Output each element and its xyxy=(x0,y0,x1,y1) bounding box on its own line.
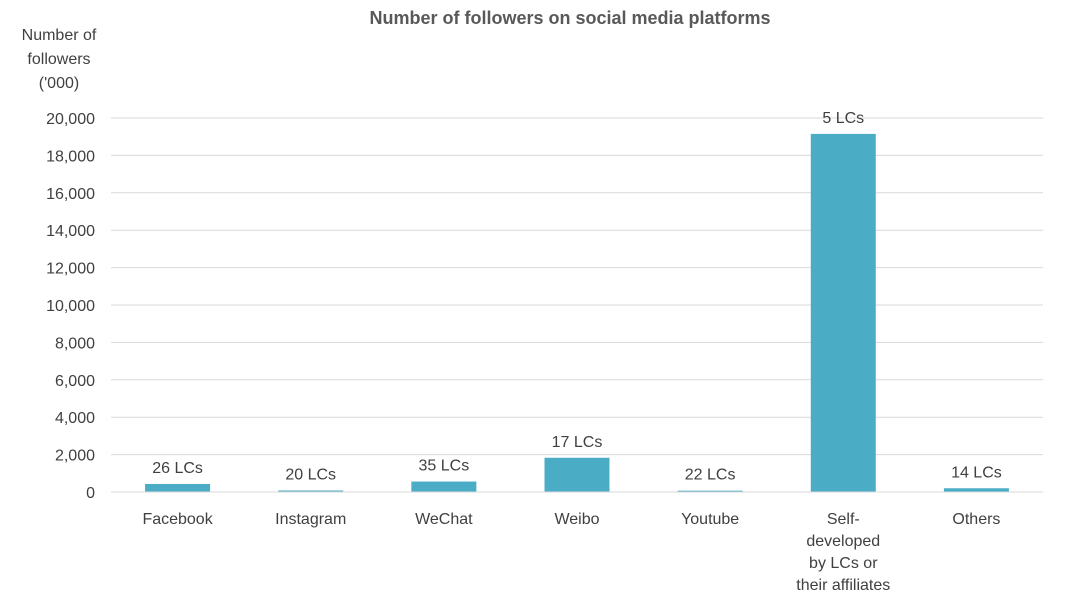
category-labels: Facebook Instagram WeChat Weibo Youtube Self-… xyxy=(142,511,1000,594)
y-tick-label: 20,000 xyxy=(46,111,95,128)
bar xyxy=(677,490,743,492)
data-label: 14 LCs xyxy=(951,464,1002,481)
bar xyxy=(544,457,610,492)
category-label: their affiliates xyxy=(796,577,890,594)
category-label: Youtube xyxy=(681,511,739,528)
y-axis-label: Number of followers ('000) xyxy=(21,27,97,92)
data-label: 5 LCs xyxy=(822,110,864,127)
data-label: 22 LCs xyxy=(685,467,736,484)
data-label: 26 LCs xyxy=(152,460,203,477)
gridlines xyxy=(111,117,1043,456)
bar xyxy=(411,481,477,492)
y-tick-label: 12,000 xyxy=(46,261,95,278)
bars xyxy=(145,133,1009,492)
y-tick-labels: 0 2,000 4,000 6,000 8,000 10,000 12,000 14,000 1… xyxy=(46,111,95,502)
y-tick-label: 2,000 xyxy=(55,448,95,465)
category-label: Weibo xyxy=(554,511,599,528)
data-labels: 26 LCs 20 LCs 35 LCs 17 LCs 22 LCs 5 LCs 14 LC… xyxy=(152,110,1002,484)
bar xyxy=(943,488,1009,492)
y-tick-label: 14,000 xyxy=(46,223,95,240)
y-tick-label: 6,000 xyxy=(55,373,95,390)
category-label: by LCs or xyxy=(809,555,878,572)
category-label: developed xyxy=(806,533,880,550)
y-tick-label: 0 xyxy=(86,485,95,502)
data-label: 17 LCs xyxy=(552,434,603,451)
y-tick-label: 10,000 xyxy=(46,298,95,315)
category-label: Self- xyxy=(827,511,860,528)
chart-title: Number of followers on social media plat… xyxy=(369,8,771,28)
y-tick-label: 18,000 xyxy=(46,148,95,165)
y-tick-label: 8,000 xyxy=(55,335,95,352)
bar xyxy=(278,490,344,492)
category-label: Instagram xyxy=(275,511,346,528)
bar xyxy=(810,133,876,492)
y-tick-label: 16,000 xyxy=(46,186,95,203)
data-label: 20 LCs xyxy=(285,467,336,484)
category-label: Facebook xyxy=(142,511,213,528)
category-label: WeChat xyxy=(415,511,473,528)
y-tick-label: 4,000 xyxy=(55,410,95,427)
data-label: 35 LCs xyxy=(419,458,470,475)
category-label: Others xyxy=(952,511,1000,528)
bar xyxy=(145,483,211,492)
